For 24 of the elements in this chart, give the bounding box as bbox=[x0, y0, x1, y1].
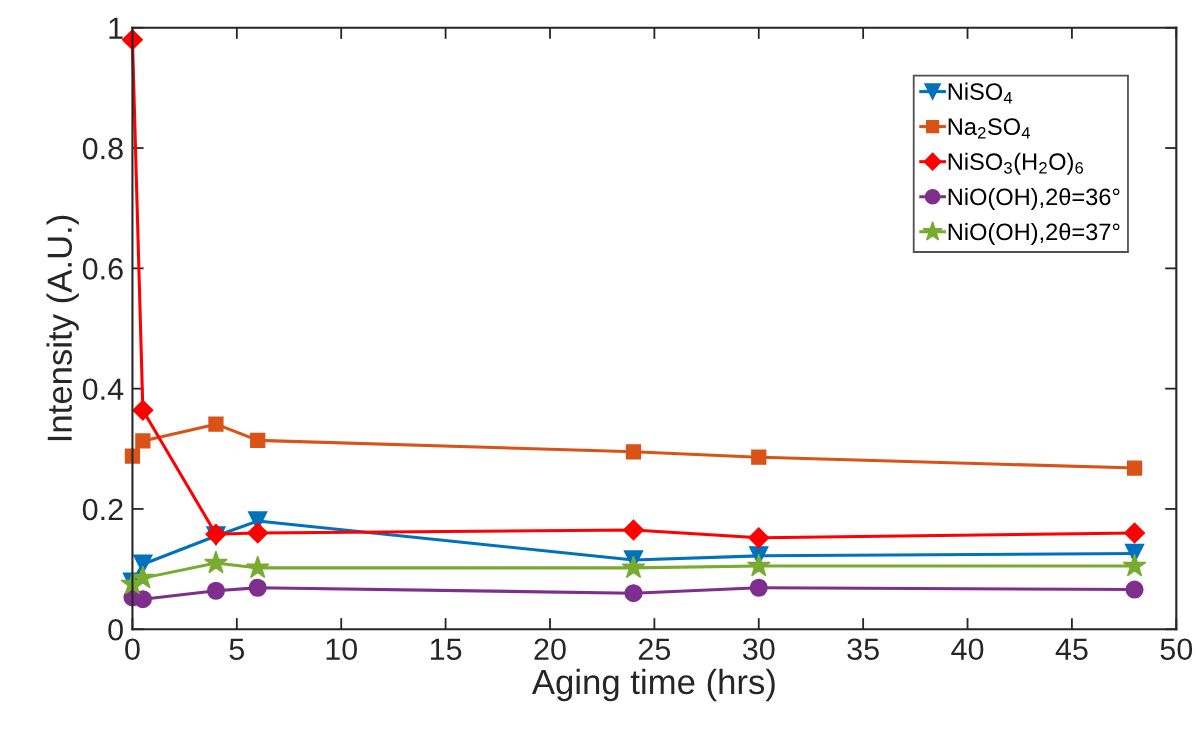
x-tick-label: 50 bbox=[1160, 638, 1193, 661]
x-tick-label: 40 bbox=[951, 638, 984, 661]
y-tick-label: 0.4 bbox=[82, 378, 124, 401]
legend-label: NiO(OH),2θ=36° bbox=[948, 187, 1120, 210]
y-tick-label: 0 bbox=[108, 618, 123, 641]
x-tick-label: 0 bbox=[125, 638, 140, 661]
x-tick-label: 20 bbox=[534, 638, 566, 661]
x-tick-label: 30 bbox=[742, 638, 775, 661]
legend-label: NiSO$_{3}$(H$_{2}$O)$_{6}$ bbox=[948, 152, 1084, 175]
x-tick-label: 25 bbox=[638, 638, 671, 661]
x-tick-label: 45 bbox=[1055, 638, 1088, 661]
y-tick-label: 1 bbox=[109, 17, 123, 39]
x-axis-title: Aging time (hrs) bbox=[531, 668, 775, 702]
x-tick-label: 5 bbox=[229, 638, 245, 661]
y-tick-label: 0.8 bbox=[82, 137, 123, 160]
x-tick-label: 35 bbox=[847, 638, 879, 661]
y-tick-label: 0.6 bbox=[82, 258, 123, 280]
x-tick-label: 10 bbox=[326, 638, 358, 661]
legend-label: NiO(OH),2θ=37° bbox=[948, 222, 1120, 245]
x-tick-label: 15 bbox=[430, 638, 462, 661]
legend-label: NiSO$_{4}$ bbox=[948, 82, 1013, 104]
legend-label: Na$_{2}$SO$_{4}$ bbox=[948, 118, 1031, 139]
y-tick-label: 0.2 bbox=[82, 498, 123, 521]
y-axis-title: Intensity (A.U.) bbox=[46, 215, 79, 441]
